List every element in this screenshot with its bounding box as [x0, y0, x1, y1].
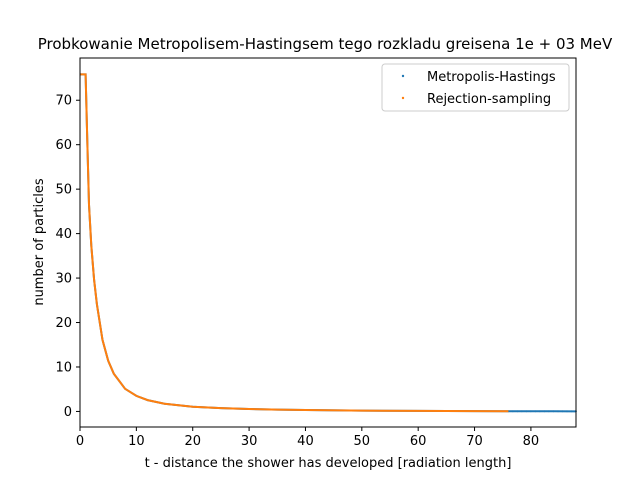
plot-background — [80, 58, 576, 427]
series-point — [552, 410, 555, 413]
x-tick-label: 10 — [128, 434, 145, 449]
y-tick-label: 60 — [55, 138, 72, 153]
chart-title: Probkowanie Metropolisem-Hastingsem tego… — [38, 35, 613, 53]
series-point — [548, 410, 550, 413]
x-tick-label: 40 — [297, 434, 314, 449]
series-point — [539, 410, 541, 413]
x-tick-label: 30 — [241, 434, 258, 449]
y-tick-label: 50 — [55, 183, 72, 198]
x-tick-label: 0 — [76, 434, 84, 449]
series-layer — [80, 73, 577, 413]
series-point — [561, 410, 564, 413]
legend-label: Rejection-sampling — [427, 92, 551, 107]
series-point — [530, 410, 532, 413]
y-tick-label: 0 — [64, 405, 72, 420]
x-axis-label: t - distance the shower has developed [r… — [145, 456, 512, 471]
legend-frame — [381, 63, 570, 112]
series-point — [566, 410, 568, 413]
x-tick-label: 20 — [184, 434, 201, 449]
y-tick-label: 40 — [55, 227, 72, 242]
series-point — [512, 410, 514, 413]
series-point — [557, 410, 559, 413]
x-tick-label: 70 — [466, 434, 483, 449]
legend-marker — [401, 74, 405, 78]
series-line — [80, 73, 509, 413]
plot-frame — [79, 57, 577, 428]
plot-area — [79, 57, 577, 428]
series-point — [534, 410, 537, 413]
x-tick-label: 60 — [410, 434, 427, 449]
x-axis: 0 10 20 30 40 50 60 70 80 — [76, 427, 539, 449]
y-tick-label: 70 — [55, 94, 72, 109]
series-point — [525, 410, 528, 413]
x-tick-label: 80 — [523, 434, 540, 449]
series-rejection-sampling — [80, 73, 509, 413]
legend-marker — [401, 96, 405, 100]
y-axis: 0 10 20 30 40 50 60 70 — [55, 94, 80, 420]
y-tick-label: 20 — [55, 316, 72, 331]
x-tick-label: 50 — [354, 434, 371, 449]
legend: Metropolis-Hastings Rejection-sampling — [381, 63, 570, 112]
series-point — [521, 410, 523, 413]
series-point — [516, 410, 519, 413]
y-axis-label: number of particles — [32, 178, 47, 306]
y-tick-label: 10 — [55, 360, 72, 375]
series-point — [543, 410, 546, 413]
legend-label: Metropolis-Hastings — [427, 70, 556, 85]
y-tick-label: 30 — [55, 272, 72, 287]
series-point — [570, 410, 573, 413]
